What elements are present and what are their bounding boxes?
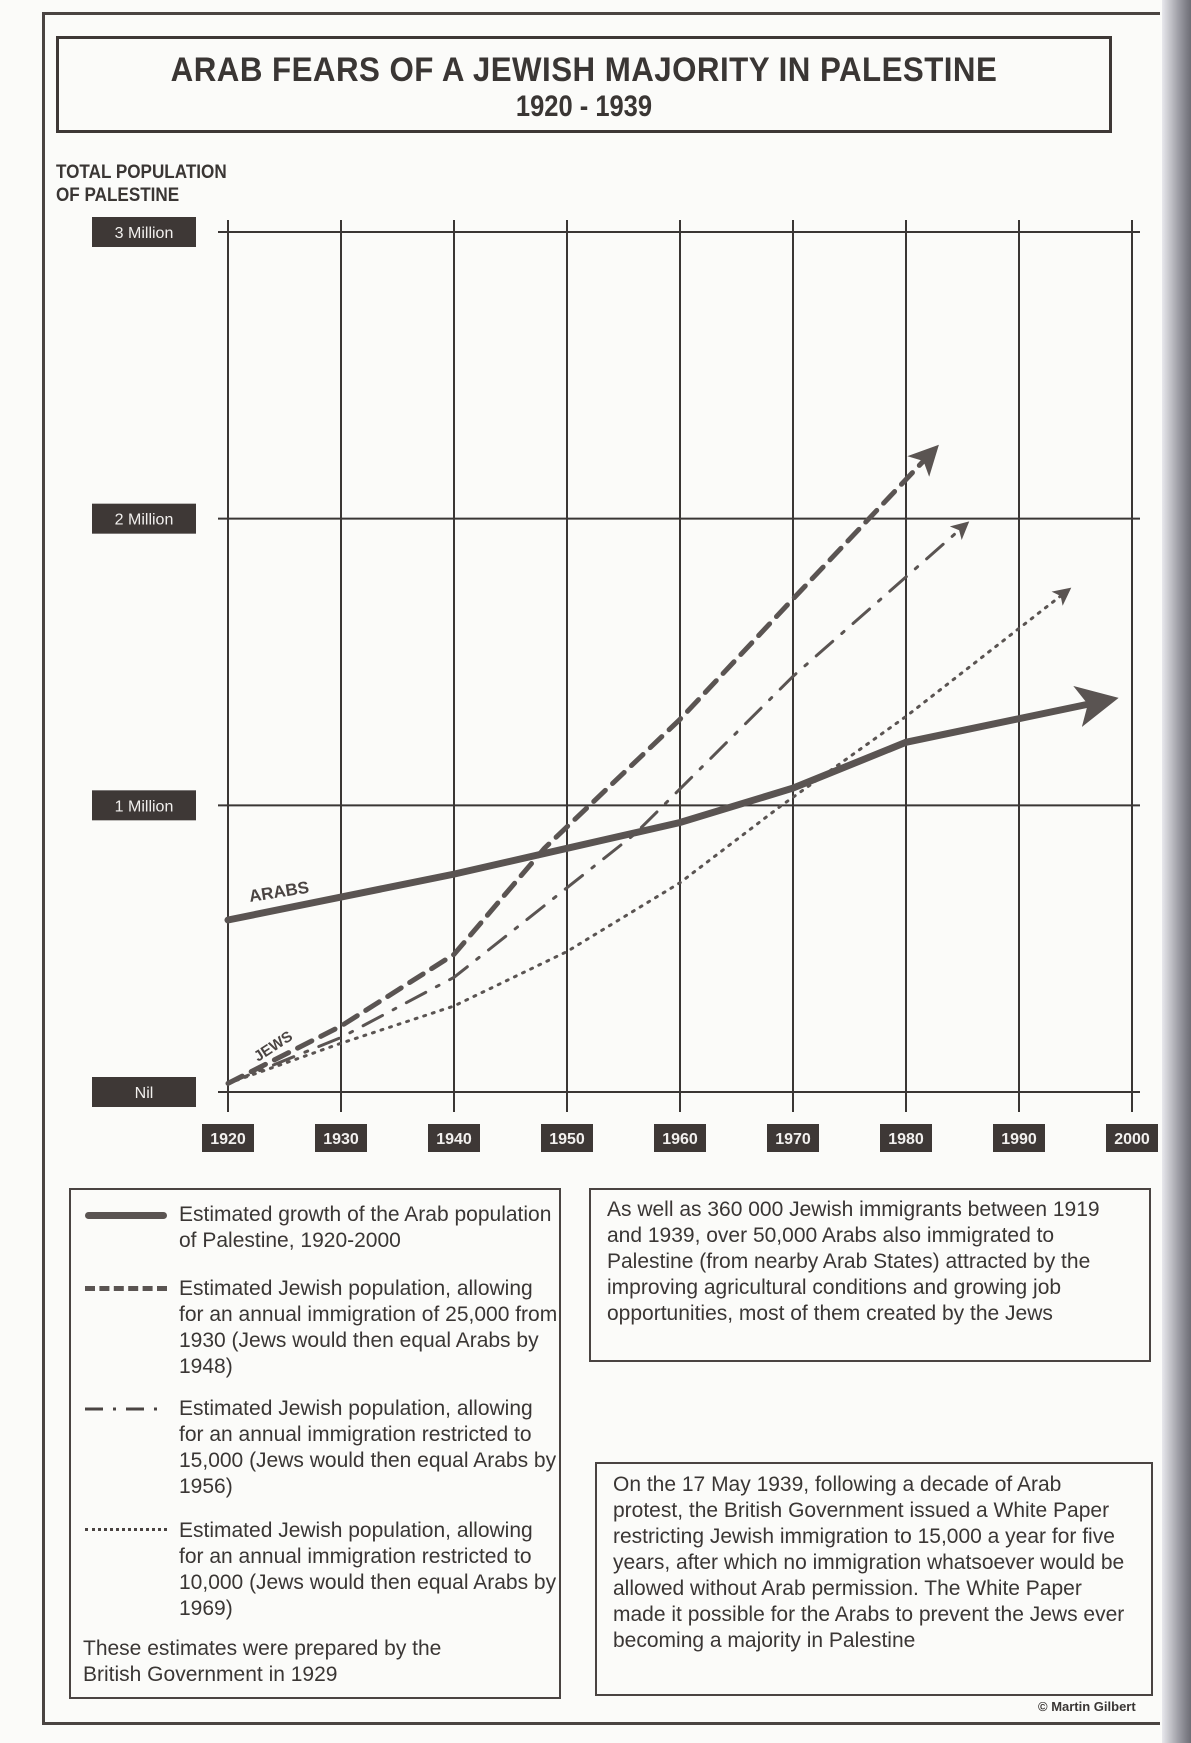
y-tick-box: [92, 503, 196, 534]
x-tick-label: 1990: [1001, 1131, 1037, 1148]
immigration-note: As well as 360 000 Jewish immigrants bet…: [589, 1188, 1151, 1362]
x-tick-label: 1940: [436, 1131, 472, 1148]
x-tick-label: 1980: [888, 1131, 924, 1148]
page-title: ARAB FEARS OF A JEWISH MAJORITY IN PALES…: [170, 51, 998, 89]
y-axis-label: TOTAL POPULATION OF PALESTINE: [56, 161, 227, 207]
legend-text: Estimated growth of the Arab population …: [179, 1203, 552, 1252]
y-axis-label-line-1: TOTAL POPULATION: [56, 162, 227, 183]
title-box: ARAB FEARS OF A JEWISH MAJORITY IN PALES…: [56, 36, 1112, 133]
x-tick-box: [880, 1124, 932, 1152]
x-tick-box: [993, 1124, 1045, 1152]
page-subtitle: 1920 - 1939: [515, 90, 653, 123]
y-tick-labels: Nil 1 Million 2 Million 3 Million: [92, 217, 196, 1107]
x-tick-label: 1920: [210, 1131, 246, 1148]
x-tick-box: [1106, 1124, 1158, 1152]
copyright: © Martin Gilbert: [1038, 1699, 1136, 1714]
y-tick-box: [92, 790, 196, 821]
y-tick-label: 2 Million: [115, 512, 174, 529]
y-tick-label: 1 Million: [115, 798, 174, 815]
x-tick-labels: 1920 1930 1940 1950 1960 1970 1980 1990 2000: [202, 1124, 1158, 1152]
legend-text: Estimated Jewish population, allowing fo…: [179, 1277, 558, 1378]
series-line-dashed: [225, 444, 939, 1086]
page-frame: [42, 12, 1160, 1725]
grid: [218, 220, 1140, 1112]
series-line-dashdot: [226, 521, 970, 1085]
legend-text: Estimated Jewish population, allowing fo…: [179, 1397, 557, 1498]
x-tick-label: 1930: [323, 1131, 359, 1148]
y-tick-label: 3 Million: [115, 225, 174, 242]
solid-line-swatch: [85, 1212, 167, 1219]
x-tick-label: 1960: [662, 1131, 698, 1148]
legend-box: Estimated growth of the Arab population …: [69, 1188, 561, 1699]
y-tick-box: [92, 217, 196, 247]
x-tick-box: [541, 1124, 593, 1152]
x-tick-box: [654, 1124, 706, 1152]
x-tick-label: 1970: [775, 1131, 811, 1148]
legend-footnote: These estimates were prepared by the Bri…: [83, 1637, 442, 1686]
y-axis-label-line-2: OF PALESTINE: [56, 185, 180, 206]
y-tick-label: Nil: [135, 1085, 154, 1102]
series-line-solid: [224, 685, 1119, 924]
x-tick-label: 2000: [1114, 1131, 1150, 1148]
x-tick-label: 1950: [549, 1131, 585, 1148]
white-paper-note: On the 17 May 1939, following a decade o…: [595, 1462, 1153, 1696]
x-tick-box: [202, 1124, 254, 1152]
x-tick-box: [767, 1124, 819, 1152]
series-lines: [224, 444, 1119, 1086]
legend-text: Estimated Jewish population, allowing fo…: [179, 1519, 557, 1620]
y-tick-box: [92, 1077, 196, 1107]
x-tick-box: [315, 1124, 367, 1152]
series-line-dotted: [226, 587, 1072, 1085]
dotted-line-swatch: [85, 1528, 167, 1531]
book-binding: [1162, 0, 1191, 1743]
x-tick-box: [428, 1124, 480, 1152]
dashed-line-swatch: [85, 1286, 167, 1291]
